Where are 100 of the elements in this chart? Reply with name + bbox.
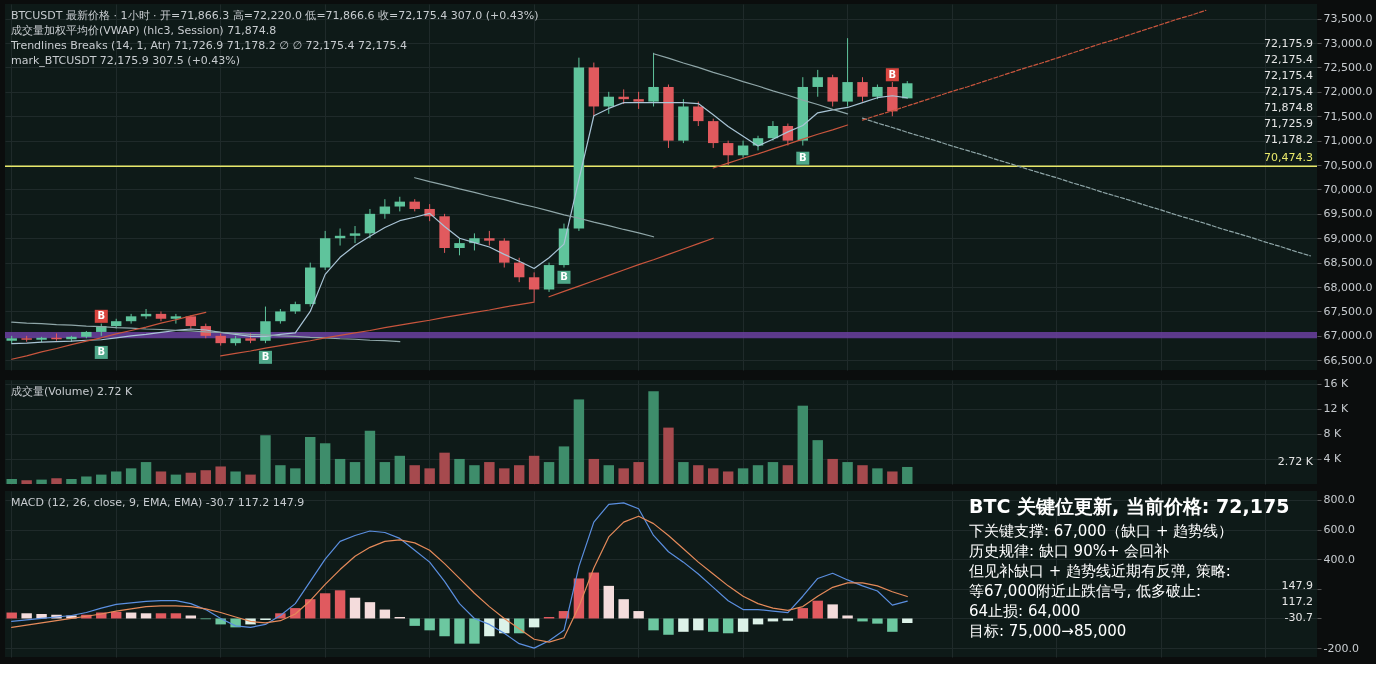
- bar: [110, 471, 122, 484]
- bar: [708, 618, 719, 632]
- bar: [767, 618, 779, 622]
- line-series: [11, 311, 207, 360]
- annotation: 72,175.4: [1264, 53, 1313, 66]
- bar: [528, 455, 540, 484]
- y-tick-label: 800.0: [1323, 493, 1355, 507]
- data-label: B: [888, 68, 897, 80]
- y-tick-label: 72,500.0: [1323, 60, 1373, 74]
- candlestick: [260, 306, 271, 344]
- bar: [230, 471, 241, 484]
- bar: [155, 613, 167, 619]
- bar: [364, 602, 376, 619]
- bar: [797, 405, 809, 484]
- bar: [752, 465, 764, 484]
- bar: [454, 618, 465, 644]
- bar: [782, 618, 794, 621]
- annotation: 147.9: [1281, 579, 1313, 592]
- line-series: [861, 9, 1207, 121]
- y-tick-label: -200.0: [1323, 641, 1359, 655]
- bar: [36, 479, 47, 484]
- annotation: 目标: 75,000→85,000: [969, 622, 1127, 640]
- y-tick-label: 12 K: [1323, 402, 1349, 416]
- bar: [678, 462, 689, 484]
- bar: [21, 613, 32, 619]
- candlestick: [648, 52, 659, 107]
- bar: [618, 468, 629, 484]
- annotation: 等67,000附近止跌信号, 低多破止:: [969, 582, 1202, 600]
- y-tick-label: 73,000.0: [1323, 36, 1373, 50]
- annotation: -30.7: [1284, 611, 1313, 624]
- text: mark_BTCUSDT 72,175.9 307.5 (+0.43%): [11, 54, 241, 67]
- bar: [872, 618, 883, 624]
- line-series: [861, 117, 1311, 257]
- bar: [693, 465, 704, 484]
- y-tick-label: 68,500.0: [1323, 256, 1373, 270]
- bar: [633, 611, 644, 619]
- bar: [633, 462, 644, 484]
- candlestick: [842, 37, 853, 107]
- line-series: [652, 53, 849, 115]
- bar: [424, 468, 435, 484]
- bar: [708, 468, 719, 484]
- bar: [6, 478, 17, 484]
- ref-line-label: 70,474.3: [1264, 151, 1313, 165]
- bar: [722, 618, 734, 634]
- bar: [543, 462, 555, 484]
- data-label: B: [261, 351, 270, 363]
- bar: [469, 618, 480, 644]
- annotation: 2.72 K: [1277, 455, 1314, 468]
- y-tick-label: 68,000.0: [1323, 280, 1373, 294]
- bar: [663, 618, 674, 635]
- annotation: 但见补缺口 + 趋势线近期有反弹, 策略:: [969, 562, 1231, 580]
- bar: [245, 474, 256, 484]
- bar: [364, 430, 376, 484]
- bar: [842, 462, 853, 484]
- bar: [125, 468, 137, 484]
- annotation: 71,178.2: [1264, 133, 1313, 146]
- bar: [96, 474, 107, 484]
- bar: [857, 465, 868, 484]
- annotation: 下关键支撑: 67,000（缺口 + 趋势线）: [969, 522, 1234, 540]
- candlestick: [708, 118, 719, 149]
- chart-title: BTCUSDT 最新价格 · 1小时 · 开=71,866.3 高=72,220.0 低=71,866.6 收=72,175.4 307.0 (+0.43%): [11, 9, 539, 22]
- candlestick: [155, 310, 167, 322]
- bar: [722, 471, 734, 484]
- bar: [528, 618, 540, 628]
- candlestick: [364, 208, 376, 239]
- y-tick-label: 400.0: [1323, 552, 1355, 566]
- bar: [260, 435, 271, 484]
- bar: [334, 590, 346, 619]
- y-tick-label: 71,500.0: [1323, 109, 1373, 123]
- bar: [678, 618, 689, 632]
- bar: [409, 465, 420, 484]
- bar: [499, 468, 510, 484]
- bar: [349, 597, 361, 619]
- bar: [737, 618, 749, 632]
- bar: [439, 452, 450, 484]
- y-tick-label: 69,000.0: [1323, 231, 1373, 245]
- bar: [887, 618, 898, 632]
- bar: [319, 593, 331, 619]
- bar: [140, 613, 152, 619]
- candlestick: [812, 69, 823, 98]
- bar: [767, 462, 779, 484]
- bar: [484, 618, 495, 637]
- candlestick: [722, 140, 734, 166]
- bar: [648, 391, 659, 484]
- candlestick: [857, 76, 868, 103]
- bar: [469, 465, 480, 484]
- bar: [140, 462, 152, 484]
- bar: [170, 474, 182, 484]
- bar: [902, 618, 913, 624]
- bar: [648, 618, 659, 631]
- chart-title: MACD (12, 26, close, 9, EMA, EMA) -30.7 117.2 147.9: [11, 496, 305, 509]
- bar: [499, 618, 510, 634]
- bar: [66, 478, 77, 484]
- bar: [902, 466, 913, 484]
- annotation: 72,175.9: [1264, 37, 1313, 50]
- chart-title: 成交量(Volume) 2.72 K: [11, 385, 133, 398]
- y-tick-label: 70,000.0: [1323, 182, 1373, 196]
- bar: [170, 613, 182, 619]
- bar: [484, 462, 495, 484]
- candlestick: [349, 225, 361, 244]
